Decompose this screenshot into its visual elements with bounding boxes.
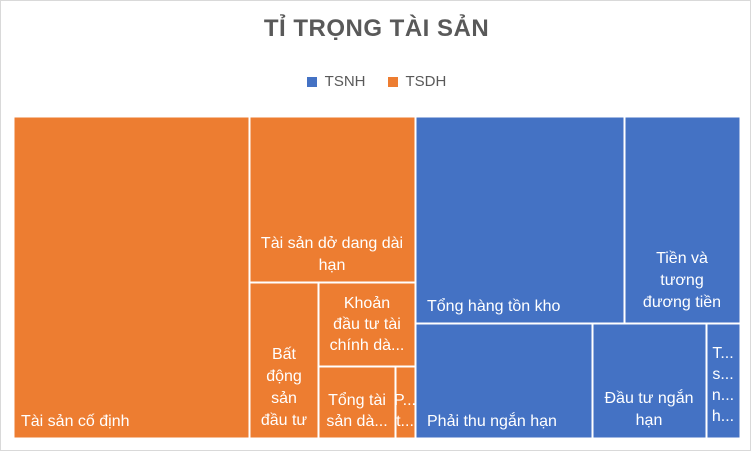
treemap-tile-tien-va-tuong-duong-tien: Tiền và tương đương tiền [624, 116, 741, 324]
tile-label: Phải thu ngắn hạn [427, 411, 557, 430]
treemap-tile-tai-san-do-dang-dai-han: Tài sản dở dang dài hạn [249, 116, 416, 283]
tile-rect [395, 366, 416, 439]
tile-rect [318, 282, 416, 367]
legend-swatch-tsdh [387, 76, 398, 87]
treemap-tile-tong-tai-san-dai-han: Tổng tài sản dà... [318, 366, 396, 439]
tile-rect [318, 366, 396, 439]
tile-label: Tổng tài sản dà... [326, 391, 387, 430]
treemap-tile-tai-san-co-dinh: Tài sản cố định [13, 116, 250, 439]
treemap-tile-tong-hang-ton-kho: Tổng hàng tồn kho [415, 116, 625, 324]
tile-label: Khoản đầu tư tài chính dà... [330, 295, 405, 354]
tile-rect [249, 282, 319, 439]
tile-rect [13, 116, 250, 439]
legend-swatch-tsnh [306, 76, 317, 87]
treemap-tile-t: T... s... n... h... [706, 323, 741, 439]
treemap-tile-phai-thu-ngan-han: Phải thu ngắn hạn [415, 323, 593, 439]
tile-rect [592, 323, 707, 439]
treemap-tile-p: P... t... [394, 366, 416, 439]
tile-label: Đầu tư ngắn hạn [605, 388, 694, 429]
tile-label: T... s... n... h... [712, 345, 734, 425]
tile-label: Tổng hàng tồn kho [427, 297, 561, 315]
chart-title: TỈ TRỌNG TÀI SẢN [263, 15, 490, 42]
tile-rect [415, 323, 593, 439]
legend: TSNH TSDH [1, 73, 751, 90]
tile-rect [706, 323, 741, 439]
tile-label: Tài sản dở dang dài hạn [261, 235, 403, 274]
tile-label: Tài sản cố định [21, 413, 130, 430]
treemap-tile-khoan-dau-tu-tai-chinh-dai-han: Khoản đầu tư tài chính dà... [318, 282, 416, 367]
tile-label: Bất động sản đầu tư [261, 346, 308, 429]
legend-entry-tsdh: TSDH [387, 73, 447, 90]
tile-rect [624, 116, 741, 324]
tile-rect [249, 116, 416, 283]
legend-label-tsdh: TSDH [405, 73, 447, 90]
legend-entry-tsnh: TSNH [306, 73, 366, 90]
treemap-tile-bat-dong-san-dau-tu: Bất động sản đầu tư [249, 282, 319, 439]
legend-label-tsnh: TSNH [324, 73, 366, 90]
tile-rect [415, 116, 625, 324]
treemap-tile-dau-tu-ngan-han: Đầu tư ngắn hạn [592, 323, 707, 439]
tile-label: Tiền và tương đương tiền [643, 250, 721, 311]
tile-label: P... t... [394, 392, 416, 430]
